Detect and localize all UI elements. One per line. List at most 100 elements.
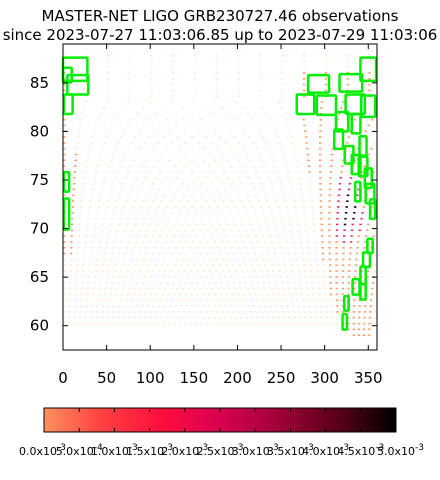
probability-cell xyxy=(184,282,187,284)
probability-cell xyxy=(78,130,81,132)
probability-cell xyxy=(236,276,239,278)
probability-cell xyxy=(118,276,122,278)
probability-cell xyxy=(89,258,92,261)
probability-cell xyxy=(319,188,322,191)
probability-cell xyxy=(264,264,267,267)
probability-cell xyxy=(118,165,121,167)
probability-cell xyxy=(63,83,66,86)
probability-cell xyxy=(368,89,371,92)
probability-cell xyxy=(308,305,311,307)
probability-cell xyxy=(257,177,260,179)
probability-cell xyxy=(191,194,194,197)
probability-cell xyxy=(233,252,236,255)
probability-cell xyxy=(183,270,186,272)
probability-cell xyxy=(319,130,322,132)
probability-cell xyxy=(217,206,220,208)
probability-cell xyxy=(73,316,77,319)
probability-cell xyxy=(110,322,113,325)
probability-cell xyxy=(151,182,155,185)
probability-cell xyxy=(240,270,243,272)
probability-cell xyxy=(132,247,136,249)
probability-cell xyxy=(84,83,88,86)
probability-cell xyxy=(193,287,196,290)
probability-cell xyxy=(364,130,367,132)
probability-cell xyxy=(299,322,303,325)
probability-cell xyxy=(201,171,205,173)
probability-cell xyxy=(281,311,285,313)
probability-cell xyxy=(154,112,158,115)
probability-cell xyxy=(234,316,237,319)
probability-cell xyxy=(247,136,251,138)
probability-cell xyxy=(328,194,331,197)
probability-cell xyxy=(80,206,83,208)
probability-cell xyxy=(298,276,301,278)
probability-cell xyxy=(159,282,163,284)
probability-cell xyxy=(215,66,218,68)
probability-cell xyxy=(69,258,72,261)
probability-cell xyxy=(277,293,281,296)
probability-cell xyxy=(264,112,268,115)
probability-cell xyxy=(247,217,251,220)
probability-cell xyxy=(319,118,322,121)
probability-cell xyxy=(178,200,181,202)
probability-cell xyxy=(172,282,175,284)
probability-cell xyxy=(233,171,237,173)
probability-cell xyxy=(273,194,277,197)
probability-cell xyxy=(207,217,211,220)
probability-cell xyxy=(110,287,113,290)
probability-cell xyxy=(284,322,287,325)
probability-cell xyxy=(153,229,157,232)
probability-cell xyxy=(99,235,103,237)
probability-cell xyxy=(133,200,137,202)
probability-cell xyxy=(107,200,110,202)
probability-cell xyxy=(167,159,171,162)
probability-cell xyxy=(287,171,290,173)
probability-cell xyxy=(124,252,127,255)
probability-cell xyxy=(309,316,313,319)
probability-cell xyxy=(142,299,145,302)
probability-cell xyxy=(128,311,131,313)
probability-cell xyxy=(282,287,285,290)
probability-cell xyxy=(93,282,96,284)
probability-cell xyxy=(150,95,153,98)
probability-cell xyxy=(128,72,131,74)
probability-cell xyxy=(357,241,360,243)
probability-cell xyxy=(122,287,125,290)
probability-cell xyxy=(254,293,257,296)
probability-cell xyxy=(219,305,222,307)
probability-cell xyxy=(329,287,333,290)
probability-cell xyxy=(274,130,277,132)
x-tick-label: 250 xyxy=(267,369,296,387)
probability-cell xyxy=(282,153,285,156)
probability-cell xyxy=(290,136,293,138)
probability-cell xyxy=(347,311,350,313)
probability-cell xyxy=(246,287,250,290)
probability-cell xyxy=(302,72,306,74)
probability-cell xyxy=(294,322,298,325)
probability-cell xyxy=(242,322,245,325)
probability-cell xyxy=(244,229,248,232)
probability-cell xyxy=(320,101,324,103)
probability-cell xyxy=(182,118,186,121)
probability-cell xyxy=(111,282,114,284)
probability-cell xyxy=(105,136,109,138)
probability-cell xyxy=(72,188,75,191)
probability-cell xyxy=(167,217,170,220)
probability-cell xyxy=(114,264,118,267)
probability-cell xyxy=(314,247,317,249)
probability-cell xyxy=(307,299,310,302)
probability-cell xyxy=(349,241,353,243)
probability-cell xyxy=(169,200,172,202)
probability-cell xyxy=(132,182,135,185)
probability-cell xyxy=(157,305,161,307)
probability-cell xyxy=(373,270,376,272)
probability-cell xyxy=(234,223,237,226)
probability-cell xyxy=(77,235,81,237)
probability-cell xyxy=(126,322,129,325)
probability-cell xyxy=(199,311,203,313)
probability-cell xyxy=(157,322,161,325)
probability-cell xyxy=(63,322,66,325)
probability-cell xyxy=(248,293,252,296)
probability-cell xyxy=(207,229,210,232)
observed-field-box xyxy=(315,94,338,117)
